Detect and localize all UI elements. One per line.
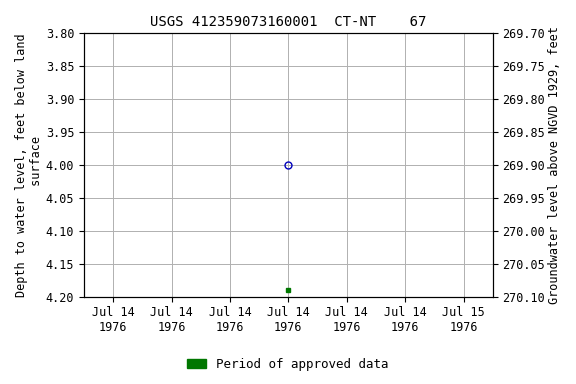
Y-axis label: Groundwater level above NGVD 1929, feet: Groundwater level above NGVD 1929, feet [548,26,561,304]
Title: USGS 412359073160001  CT-NT    67: USGS 412359073160001 CT-NT 67 [150,15,427,29]
Legend: Period of approved data: Period of approved data [183,353,393,376]
Y-axis label: Depth to water level, feet below land
 surface: Depth to water level, feet below land su… [15,33,43,297]
